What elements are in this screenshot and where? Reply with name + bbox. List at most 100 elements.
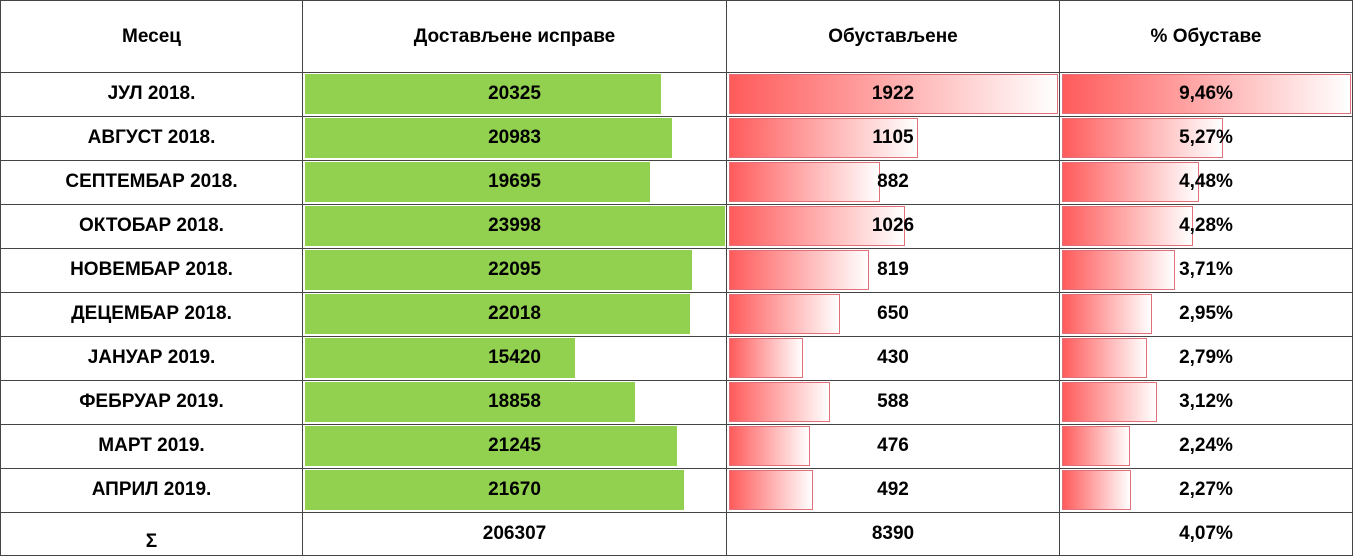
data-cell: ЈАНУАР 2019. (0, 336, 303, 381)
month-label: ЈУЛ 2018. (107, 83, 196, 104)
value-label: 3,12% (1179, 391, 1233, 412)
data-cell: 18858 (303, 380, 727, 425)
total-text: 4,07% (1179, 522, 1233, 544)
data-bar (729, 426, 811, 466)
data-bar (729, 118, 919, 158)
data-bar (305, 426, 677, 466)
total-cell: 206307 (303, 512, 727, 556)
data-cell: 2,79% (1060, 336, 1353, 381)
data-cell: 2,27% (1060, 468, 1353, 513)
data-bar (305, 382, 636, 422)
value-label: 819 (877, 259, 909, 280)
data-bar (1062, 338, 1148, 378)
data-cell: 21245 (303, 424, 727, 469)
header-text: Обустављене (828, 25, 958, 47)
data-cell: 20983 (303, 116, 727, 161)
data-bar (1062, 74, 1351, 114)
month-label: ДЕЦЕМБАР 2018. (71, 303, 232, 324)
value-label: 476 (877, 435, 909, 456)
value-label: 18858 (488, 391, 541, 412)
data-bar (729, 162, 880, 202)
data-cell: 21670 (303, 468, 727, 513)
data-cell: 2,24% (1060, 424, 1353, 469)
data-bar (729, 294, 841, 334)
total-text: 8390 (871, 522, 915, 544)
data-bar (1062, 118, 1223, 158)
value-label: 882 (877, 171, 909, 192)
value-label: 5,27% (1179, 127, 1233, 148)
value-label: 20325 (488, 83, 541, 104)
value-label: 1105 (872, 127, 914, 148)
header-text: % Обуставе (1150, 25, 1262, 47)
month-label: АПРИЛ 2019. (91, 479, 212, 500)
total-cell: Σ (0, 512, 303, 556)
data-cell: НОВЕМБАР 2018. (0, 248, 303, 293)
value-label: 21670 (488, 479, 541, 500)
data-bar (1062, 470, 1132, 510)
data-cell: ФЕБРУАР 2019. (0, 380, 303, 425)
data-bar (729, 470, 814, 510)
header-cell: Достављене исправе (303, 0, 727, 73)
data-cell: 4,28% (1060, 204, 1353, 249)
data-bar (729, 250, 870, 290)
data-cell: 476 (727, 424, 1060, 469)
header-cell: % Обуставе (1060, 0, 1353, 73)
month-label: НОВЕМБАР 2018. (70, 259, 233, 280)
data-cell: 819 (727, 248, 1060, 293)
data-bar (1062, 382, 1158, 422)
data-bar (305, 74, 661, 114)
data-bar (729, 74, 1058, 114)
data-cell: 22095 (303, 248, 727, 293)
data-cell: 1105 (727, 116, 1060, 161)
data-bar (1062, 426, 1131, 466)
value-label: 588 (877, 391, 909, 412)
value-label: 15420 (488, 347, 541, 368)
value-label: 3,71% (1179, 259, 1233, 280)
data-cell: 9,46% (1060, 72, 1353, 117)
value-label: 22018 (488, 303, 541, 324)
data-cell: 3,12% (1060, 380, 1353, 425)
value-label: 2,95% (1179, 303, 1233, 324)
value-label: 1922 (871, 83, 915, 104)
month-label: СЕПТЕМБАР 2018. (65, 171, 238, 192)
data-cell: 492 (727, 468, 1060, 513)
value-label: 19695 (488, 171, 541, 192)
value-label: 2,79% (1179, 347, 1233, 368)
data-bar (305, 162, 650, 202)
month-label: АВГУСТ 2018. (87, 127, 216, 148)
value-label: 1026 (871, 215, 915, 236)
data-cell: 1026 (727, 204, 1060, 249)
value-label: 4,48% (1179, 171, 1233, 192)
data-cell: 23998 (303, 204, 727, 249)
data-bar (305, 118, 673, 158)
value-label: 23998 (488, 215, 541, 236)
data-cell: СЕПТЕМБАР 2018. (0, 160, 303, 205)
value-label: 430 (877, 347, 909, 368)
data-bar (729, 382, 830, 422)
total-text: Σ (145, 531, 158, 552)
data-bar (1062, 294, 1153, 334)
data-cell: 430 (727, 336, 1060, 381)
header-cell: Обустављене (727, 0, 1060, 73)
data-bar (1062, 162, 1199, 202)
month-label: МАРТ 2019. (98, 435, 205, 456)
header-cell: Месец (0, 0, 303, 73)
value-label: 21245 (488, 435, 541, 456)
data-bar (729, 206, 905, 246)
data-cell: 1922 (727, 72, 1060, 117)
value-label: 2,27% (1179, 479, 1233, 500)
value-label: 2,24% (1179, 435, 1233, 456)
value-label: 650 (877, 303, 909, 324)
data-cell: 2,95% (1060, 292, 1353, 337)
data-cell: ОКТОБАР 2018. (0, 204, 303, 249)
data-cell: 5,27% (1060, 116, 1353, 161)
header-text: Месец (122, 25, 181, 47)
data-bar (305, 338, 575, 378)
data-cell: 15420 (303, 336, 727, 381)
data-cell: ДЕЦЕМБАР 2018. (0, 292, 303, 337)
total-cell: 8390 (727, 512, 1060, 556)
value-label: 20983 (488, 127, 541, 148)
data-cell: 882 (727, 160, 1060, 205)
month-label: ФЕБРУАР 2019. (79, 391, 224, 412)
data-cell: 20325 (303, 72, 727, 117)
